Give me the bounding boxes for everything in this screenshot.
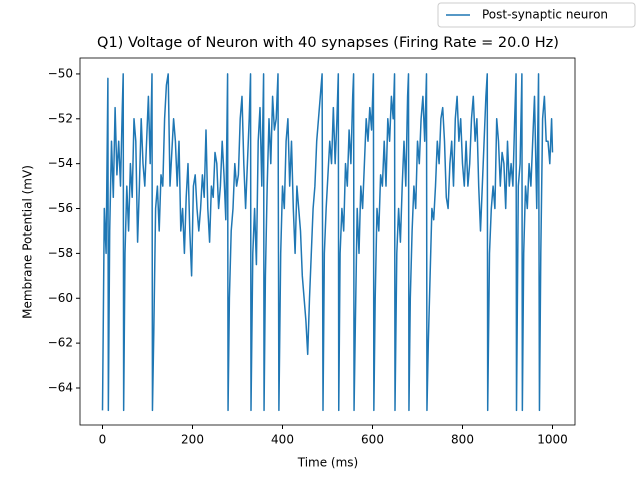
y-axis-label: Membrane Potential (mV) — [21, 165, 35, 319]
chart-title: Q1) Voltage of Neuron with 40 synapses (… — [97, 35, 559, 51]
y-tick-label: −52 — [48, 111, 73, 125]
x-tick-label: 0 — [99, 433, 107, 447]
line-series — [101, 73, 554, 412]
x-tick-label: 600 — [361, 433, 384, 447]
x-tick-label: 800 — [451, 433, 474, 447]
plot-frame — [79, 57, 576, 426]
y-tick-label: −54 — [48, 156, 73, 170]
x-axis-label: Time (ms) — [297, 456, 359, 470]
legend-label: Post-synaptic neuron — [482, 8, 608, 22]
y-tick-label: −56 — [48, 201, 73, 215]
y-tick-label: −64 — [48, 380, 73, 394]
legend-box — [437, 2, 636, 28]
y-tick-label: −62 — [48, 336, 73, 350]
y-tick-label: −58 — [48, 246, 73, 260]
x-tick-label: 400 — [271, 433, 294, 447]
y-tick-label: −50 — [48, 66, 73, 80]
y-tick-label: −60 — [48, 291, 73, 305]
x-tick-label: 200 — [181, 433, 204, 447]
x-tick-label: 1000 — [537, 433, 568, 447]
